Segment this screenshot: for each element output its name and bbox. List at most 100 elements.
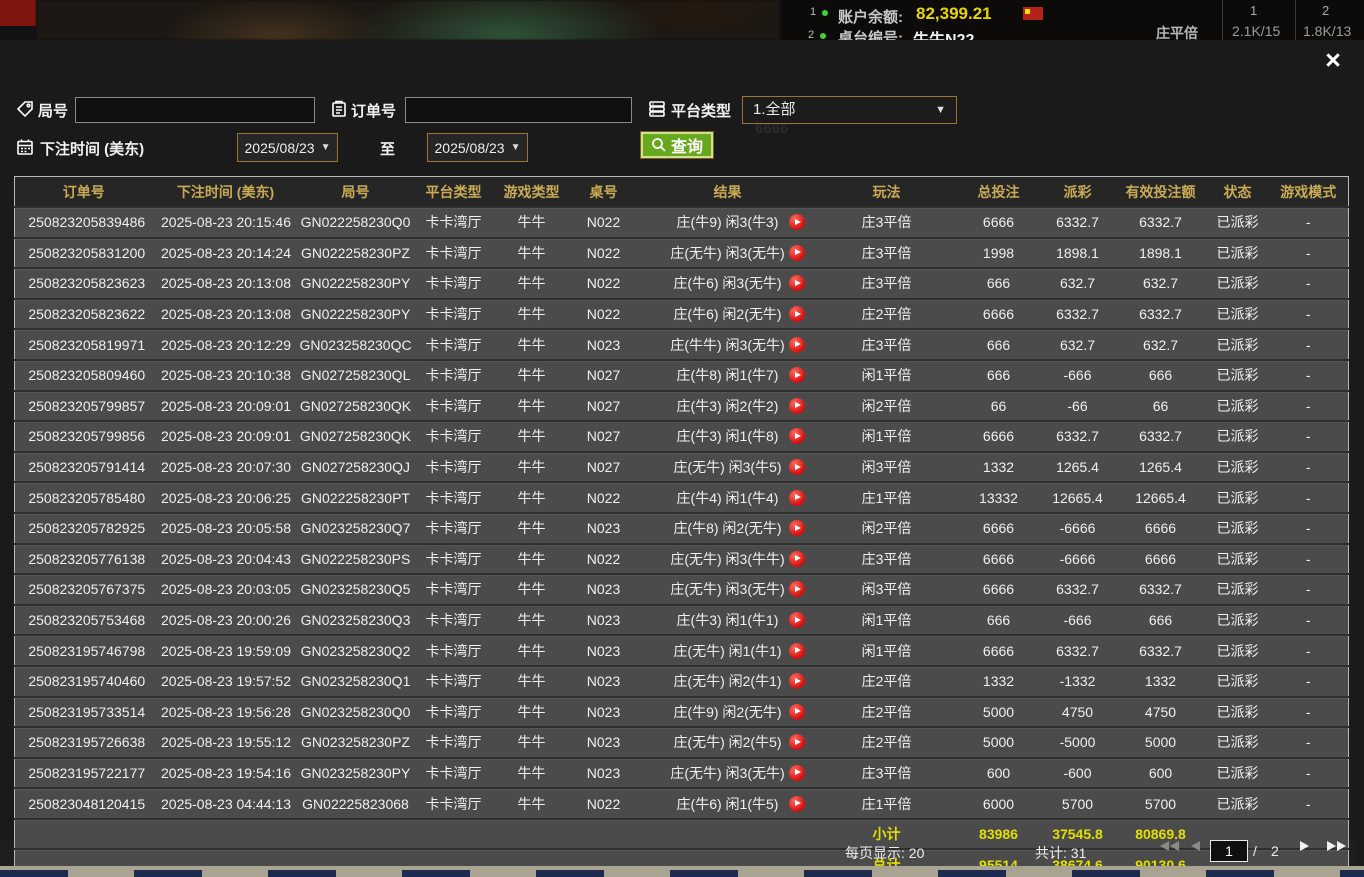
play-video-button[interactable] — [788, 764, 805, 781]
play-video-button[interactable] — [788, 489, 805, 506]
order-id-label: 订单号 — [351, 103, 397, 120]
cell-order-id: 250823205831200 — [14, 236, 153, 269]
cell-order-id: 250823205785480 — [14, 481, 153, 513]
page-separator: / — [1253, 843, 1257, 859]
play-video-button[interactable] — [788, 612, 805, 629]
col-header-round-id: 局号 — [298, 176, 413, 208]
cell-bet-time: 2025-08-23 20:07:30 — [152, 450, 299, 483]
close-icon[interactable]: × — [1325, 45, 1341, 75]
cell-valid-bet: 4750 — [1114, 695, 1207, 728]
cell-result: 庄(牛8) 闲2(无牛) — [638, 511, 817, 544]
total-count-value: 31 — [1070, 845, 1087, 861]
last-page-button[interactable] — [1327, 841, 1346, 851]
cell-game-type: 牛牛 — [494, 573, 569, 605]
play-video-button[interactable] — [788, 275, 805, 292]
play-video-button[interactable] — [788, 397, 805, 414]
cell-result: 庄(牛9) 闲3(牛3) — [638, 206, 817, 238]
cell-game-mode: - — [1268, 481, 1349, 513]
cell-status: 已派彩 — [1206, 481, 1269, 513]
cell-valid-bet: 6332.7 — [1114, 634, 1207, 666]
result-text: 庄(无牛) 闲2(牛5) — [673, 734, 782, 751]
first-page-button[interactable] — [1160, 841, 1179, 851]
cell-round-id: GN022258230PZ — [298, 236, 413, 269]
cell-result: 庄(牛9) 闲2(无牛) — [638, 695, 817, 728]
cell-play-method: 闲3平倍 — [816, 450, 957, 483]
cell-total-bet: 6666 — [956, 420, 1041, 452]
play-video-button[interactable] — [788, 581, 805, 598]
date-from-picker[interactable]: 2025/08/23 ▼ — [237, 133, 338, 162]
play-video-button[interactable] — [788, 520, 805, 537]
cell-status: 已派彩 — [1206, 634, 1269, 666]
cell-game-mode: - — [1268, 297, 1349, 330]
date-to-picker[interactable]: 2025/08/23 ▼ — [427, 133, 528, 162]
result-text: 庄(无牛) 闲3(牛牛) — [670, 550, 785, 567]
cell-valid-bet: 1332 — [1114, 664, 1207, 697]
cell-game-type: 牛牛 — [494, 542, 569, 575]
cell-valid-bet: 6666 — [1114, 511, 1207, 544]
cell-total-bet: 6666 — [956, 206, 1041, 238]
cell-bet-time: 2025-08-23 19:56:28 — [152, 695, 299, 728]
cell-platform: 卡卡湾厅 — [412, 297, 495, 330]
cell-result: 庄(无牛) 闲1(牛1) — [638, 634, 817, 666]
table-row: 250823205823622 2025-08-23 20:13:08 GN02… — [14, 297, 1349, 330]
play-video-button[interactable] — [788, 367, 805, 384]
play-video-button[interactable] — [788, 336, 805, 353]
cell-result: 庄(无牛) 闲2(牛5) — [638, 726, 817, 758]
search-button[interactable]: 查询 — [639, 131, 715, 159]
cell-bet-time: 2025-08-23 20:05:58 — [152, 511, 299, 544]
page-number-input[interactable] — [1210, 840, 1248, 862]
cell-table-no: N027 — [568, 420, 639, 452]
table-row: 250823205819971 2025-08-23 20:12:29 GN02… — [14, 328, 1349, 360]
cell-status: 已派彩 — [1206, 206, 1269, 238]
play-video-button[interactable] — [788, 306, 805, 323]
per-page-label: 每页显示: — [845, 845, 905, 861]
table-row: 250823195746798 2025-08-23 19:59:09 GN02… — [14, 634, 1349, 666]
play-video-button[interactable] — [788, 459, 805, 476]
cell-valid-bet: 5000 — [1114, 726, 1207, 758]
prev-page-button[interactable] — [1191, 841, 1200, 851]
play-video-button[interactable] — [788, 428, 805, 445]
cell-payout: 5700 — [1040, 787, 1115, 819]
play-video-button[interactable] — [788, 734, 805, 751]
cell-status: 已派彩 — [1206, 603, 1269, 636]
cell-game-mode: - — [1268, 267, 1349, 299]
cell-result: 庄(牛8) 闲1(牛7) — [638, 358, 817, 391]
play-video-button[interactable] — [788, 795, 805, 812]
round-id-label: 局号 — [38, 103, 69, 120]
cell-valid-bet: 12665.4 — [1114, 481, 1207, 513]
round-id-input[interactable] — [75, 97, 315, 123]
cell-result: 庄(无牛) 闲3(无牛) — [638, 236, 817, 269]
china-flag-icon — [1023, 7, 1043, 20]
per-page-value: 20 — [908, 845, 925, 861]
play-video-button[interactable] — [788, 214, 805, 231]
play-video-button[interactable] — [788, 550, 805, 567]
platform-type-select[interactable]: 1.全部 ▼ — [742, 96, 957, 124]
cell-total-bet: 6666 — [956, 634, 1041, 666]
cell-order-id: 250823205791414 — [14, 450, 153, 483]
play-video-button[interactable] — [788, 703, 805, 720]
col-header-result: 结果 — [638, 176, 817, 208]
result-text: 庄(无牛) 闲1(牛1) — [673, 642, 782, 659]
chevron-down-icon: ▼ — [935, 104, 946, 116]
play-video-button[interactable] — [788, 673, 805, 690]
cell-round-id: GN022258230PS — [298, 542, 413, 575]
background-red-accent — [0, 0, 36, 26]
divider — [1295, 0, 1296, 40]
play-video-button[interactable] — [788, 244, 805, 261]
cell-game-mode: - — [1268, 328, 1349, 360]
odds-mini-table: 1 2 庄平倍 2.1K/15 1.8K/13 — [1150, 0, 1364, 40]
cell-valid-bet: 666 — [1114, 358, 1207, 391]
cell-total-bet: 6666 — [956, 573, 1041, 605]
table-row: 250823195722177 2025-08-23 19:54:16 GN02… — [14, 756, 1349, 789]
result-text: 庄(牛6) 闲3(无牛) — [673, 275, 782, 292]
cell-game-mode: - — [1268, 389, 1349, 422]
cell-payout: 4750 — [1040, 695, 1115, 728]
order-id-input[interactable] — [405, 97, 632, 123]
search-button-label: 查询 — [671, 139, 704, 156]
next-page-button[interactable] — [1300, 841, 1309, 851]
cell-platform: 卡卡湾厅 — [412, 603, 495, 636]
cell-table-no: N027 — [568, 358, 639, 391]
balance-value: 82,399.21 — [916, 4, 992, 23]
play-video-button[interactable] — [788, 642, 805, 659]
